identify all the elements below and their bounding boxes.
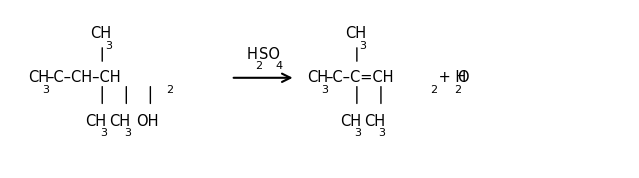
Text: O: O (458, 70, 469, 85)
Text: CH: CH (28, 70, 49, 85)
Text: 3: 3 (43, 85, 50, 95)
Text: 3: 3 (124, 129, 131, 138)
Text: OH: OH (136, 114, 158, 129)
Text: SO: SO (259, 47, 280, 62)
Text: 3: 3 (100, 129, 107, 138)
Text: H: H (247, 47, 258, 62)
Text: CH: CH (109, 114, 130, 129)
Text: CH: CH (90, 26, 111, 41)
Text: CH: CH (307, 70, 328, 85)
Text: 3: 3 (321, 85, 328, 95)
Text: CH: CH (85, 114, 106, 129)
Text: CH: CH (345, 26, 366, 41)
Text: 3: 3 (105, 41, 112, 51)
Text: 2: 2 (454, 85, 461, 95)
Text: –C–C=CH: –C–C=CH (325, 70, 394, 85)
Text: 2: 2 (255, 61, 262, 71)
Text: –C–CH–CH: –C–CH–CH (47, 70, 121, 85)
Text: 2: 2 (430, 85, 438, 95)
Text: 2: 2 (166, 85, 173, 95)
Text: 3: 3 (355, 129, 361, 138)
Text: 4: 4 (275, 61, 282, 71)
Text: 3: 3 (359, 41, 366, 51)
Text: 3: 3 (378, 129, 385, 138)
Text: CH: CH (364, 114, 385, 129)
Text: + H: + H (434, 70, 466, 85)
Text: CH: CH (340, 114, 361, 129)
